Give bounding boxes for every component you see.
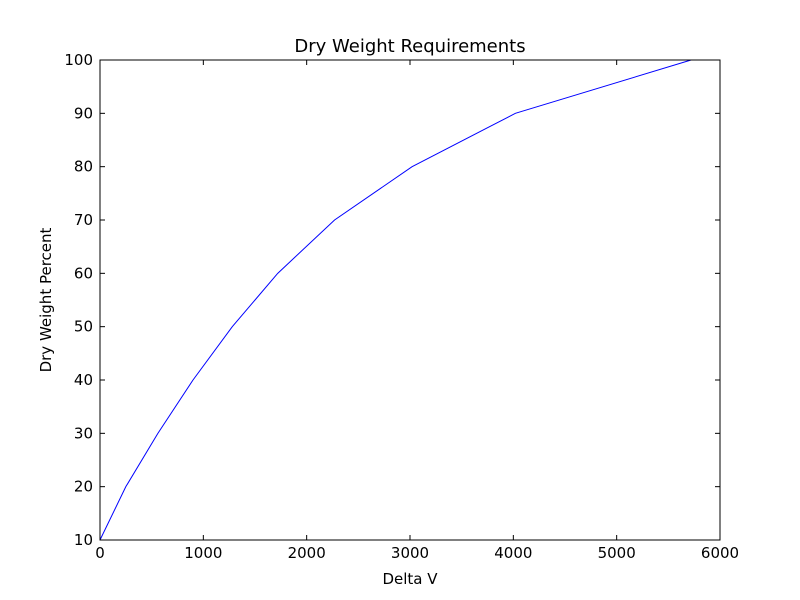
- plot-frame: [99, 59, 721, 541]
- series-layer: [99, 59, 692, 541]
- y-axis-title: Dry Weight Percent: [37, 227, 55, 372]
- y-tick-label: 80: [74, 158, 93, 176]
- series-line: [99, 59, 692, 541]
- y-tick-label: 40: [74, 371, 93, 389]
- ticks-layer: 0 1000 2000 3000 4000 5000 6000 10 20 30 40 50 60 70 8…: [64, 51, 739, 562]
- x-tick-label: 6000: [701, 544, 739, 562]
- x-tick-label: 2000: [288, 544, 326, 562]
- y-tick-label: 100: [64, 51, 93, 69]
- chart-title: Dry Weight Requirements: [294, 36, 525, 57]
- y-tick-label: 50: [74, 318, 93, 336]
- x-tick-label: 1000: [184, 544, 222, 562]
- x-tick-label: 0: [95, 544, 105, 562]
- y-tick-label: 60: [74, 264, 93, 282]
- x-axis-title: Delta V: [382, 570, 438, 588]
- y-tick-label: 70: [74, 211, 93, 229]
- y-tick-label: 30: [74, 424, 93, 442]
- x-tick-label: 4000: [494, 544, 532, 562]
- x-tick-label: 3000: [391, 544, 429, 562]
- x-tick-label: 5000: [598, 544, 636, 562]
- y-tick-label: 10: [74, 531, 93, 549]
- y-tick-label: 20: [74, 478, 93, 496]
- y-tick-label: 90: [74, 104, 93, 122]
